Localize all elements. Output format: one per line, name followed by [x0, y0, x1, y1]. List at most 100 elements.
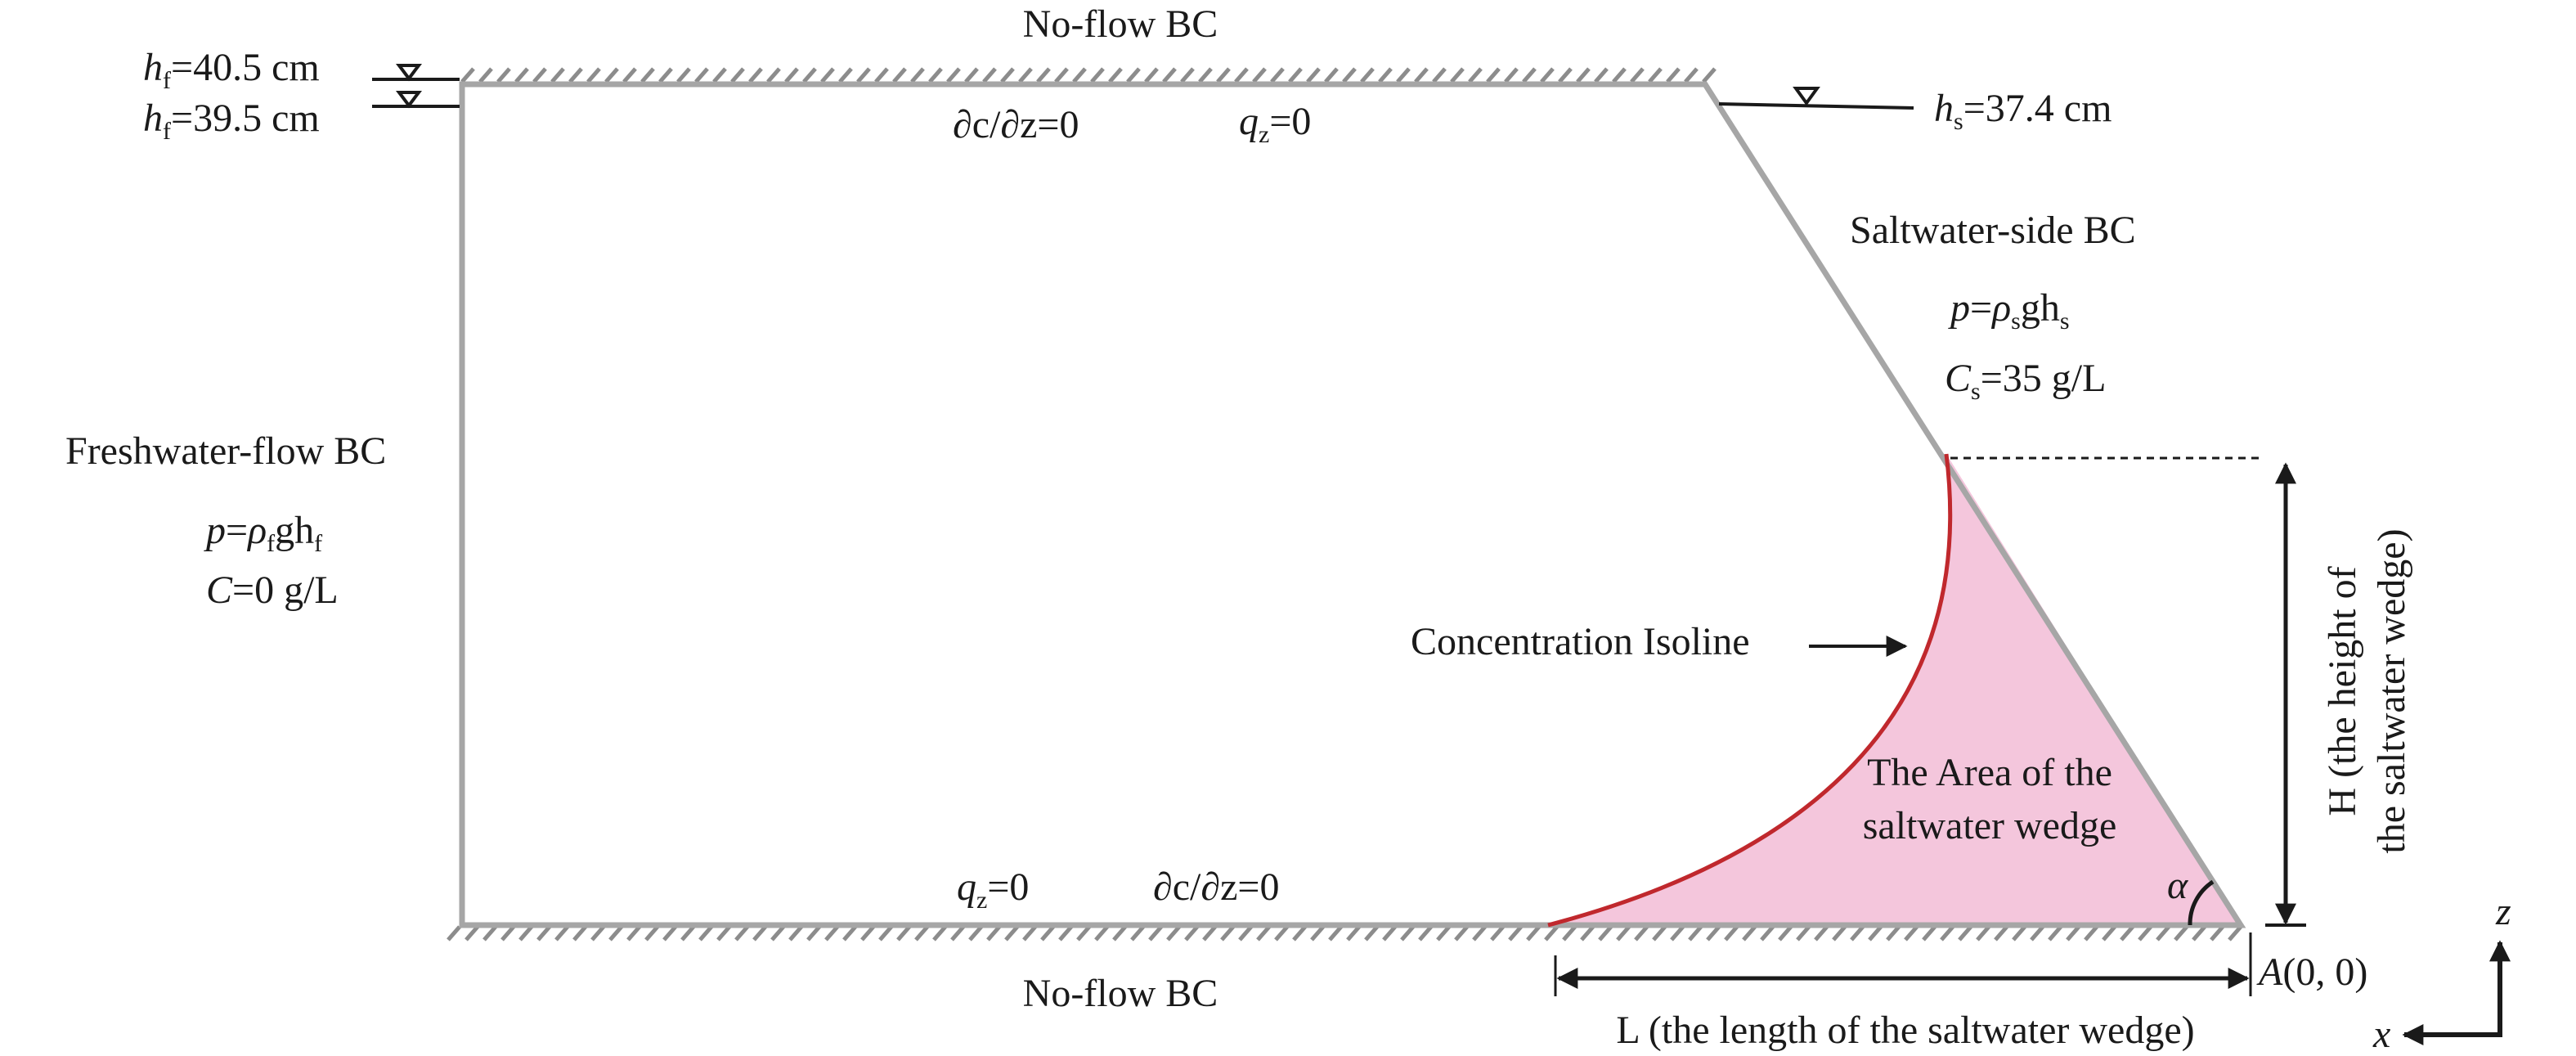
saltwater-head-label: hs=37.4 cm — [1934, 87, 2112, 135]
hatch-mark — [1490, 925, 1505, 941]
hatch-mark — [586, 67, 601, 83]
hatch-mark — [1360, 67, 1375, 83]
hatch-mark — [1454, 925, 1469, 941]
hatch-mark — [1760, 925, 1775, 941]
hatch-mark — [1436, 925, 1451, 941]
freshwater-water-level-marks — [372, 64, 460, 109]
hatch-mark — [1130, 925, 1145, 941]
hatch-mark — [514, 67, 529, 83]
hatch-mark — [838, 67, 853, 83]
saltwater-water-level-mark — [1718, 87, 1914, 110]
hatch-mark — [1684, 67, 1699, 83]
hatch-mark — [1940, 925, 1954, 941]
bottom-flux-condition: qz=0 — [957, 865, 1029, 914]
hatch-mark — [500, 925, 515, 941]
hatch-mark — [1378, 67, 1393, 83]
hatch-mark — [1396, 67, 1411, 83]
hatch-mark — [1040, 925, 1055, 941]
hatch-mark — [896, 925, 911, 941]
hatch-mark — [482, 925, 497, 941]
hatch-mark — [1076, 925, 1091, 941]
hatch-mark — [986, 925, 1001, 941]
hatch-mark — [1580, 925, 1595, 941]
saltwater-concentration-condition: Cs=35 g/L — [1945, 357, 2106, 405]
hatch-mark — [2012, 925, 2026, 941]
hatch-mark — [1922, 925, 1936, 941]
hatch-mark — [2228, 925, 2242, 941]
hatch-mark — [1090, 67, 1105, 83]
hatch-mark — [1576, 67, 1591, 83]
hatch-mark — [1652, 925, 1667, 941]
hatch-mark — [2030, 925, 2044, 941]
hatch-mark — [1342, 67, 1357, 83]
freshwater-head-low-label: hf=39.5 cm — [143, 97, 320, 145]
hatch-mark — [1526, 925, 1541, 941]
hatch-mark — [447, 925, 461, 941]
hatch-mark — [2066, 925, 2080, 941]
bottom-boundary-hatching — [447, 925, 2242, 941]
hatch-mark — [1166, 925, 1181, 941]
hatch-mark — [1364, 925, 1379, 941]
hatch-mark — [1238, 925, 1253, 941]
hatch-mark — [1450, 67, 1465, 83]
hatch-mark — [1162, 67, 1177, 83]
hatch-mark — [1522, 67, 1537, 83]
hatch-mark — [676, 67, 691, 83]
hatch-mark — [1540, 67, 1555, 83]
hatch-mark — [1072, 67, 1087, 83]
hatch-mark — [842, 925, 857, 941]
hatch-mark — [1000, 67, 1015, 83]
hatch-mark — [496, 67, 511, 83]
top-boundary-label: No-flow BC — [1023, 2, 1218, 46]
hatch-mark — [1724, 925, 1739, 941]
length-label: L (the length of the saltwater wedge) — [1616, 1009, 2194, 1052]
hatch-mark — [1904, 925, 1919, 941]
hatch-mark — [604, 67, 619, 83]
height-label-line2: the saltwater wedge) — [2370, 528, 2413, 853]
top-flux-condition: qz=0 — [1239, 100, 1311, 148]
hatch-mark — [1796, 925, 1811, 941]
hatch-mark — [2138, 925, 2152, 941]
hatch-mark — [860, 925, 875, 941]
hatch-mark — [518, 925, 533, 941]
hatch-mark — [766, 67, 781, 83]
hatch-mark — [1018, 67, 1033, 83]
hatch-mark — [824, 925, 839, 941]
hatch-mark — [1688, 925, 1703, 941]
hatch-mark — [572, 925, 587, 941]
hatch-mark — [1558, 67, 1573, 83]
hatch-mark — [1256, 925, 1271, 941]
hatch-mark — [1594, 67, 1609, 83]
hatch-mark — [2048, 925, 2062, 941]
hatch-mark — [982, 67, 997, 83]
saltwater-boundary-title: Saltwater-side BC — [1850, 209, 2136, 252]
hatch-mark — [698, 925, 713, 941]
hatch-mark — [1958, 925, 1972, 941]
hatch-mark — [784, 67, 799, 83]
hatch-mark — [1216, 67, 1231, 83]
hatch-mark — [640, 67, 655, 83]
hatch-mark — [694, 67, 709, 83]
hatch-mark — [1198, 67, 1213, 83]
hatch-mark — [1414, 67, 1429, 83]
hatch-mark — [568, 67, 583, 83]
angle-alpha-label: α — [2167, 864, 2188, 907]
hatch-mark — [856, 67, 871, 83]
hatch-mark — [950, 925, 965, 941]
hatch-mark — [532, 67, 547, 83]
hatch-mark — [1400, 925, 1415, 941]
hatch-mark — [1270, 67, 1285, 83]
hatch-mark — [1180, 67, 1195, 83]
hatch-mark — [1486, 67, 1501, 83]
hatch-mark — [874, 67, 889, 83]
hatch-mark — [1504, 67, 1519, 83]
hatch-mark — [1850, 925, 1865, 941]
hatch-mark — [1058, 925, 1073, 941]
hatch-mark — [892, 67, 907, 83]
concentration-isoline — [1547, 453, 1953, 928]
hatch-mark — [2084, 925, 2098, 941]
hatch-mark — [1742, 925, 1757, 941]
hatch-mark — [878, 925, 893, 941]
hatch-mark — [1702, 67, 1717, 83]
